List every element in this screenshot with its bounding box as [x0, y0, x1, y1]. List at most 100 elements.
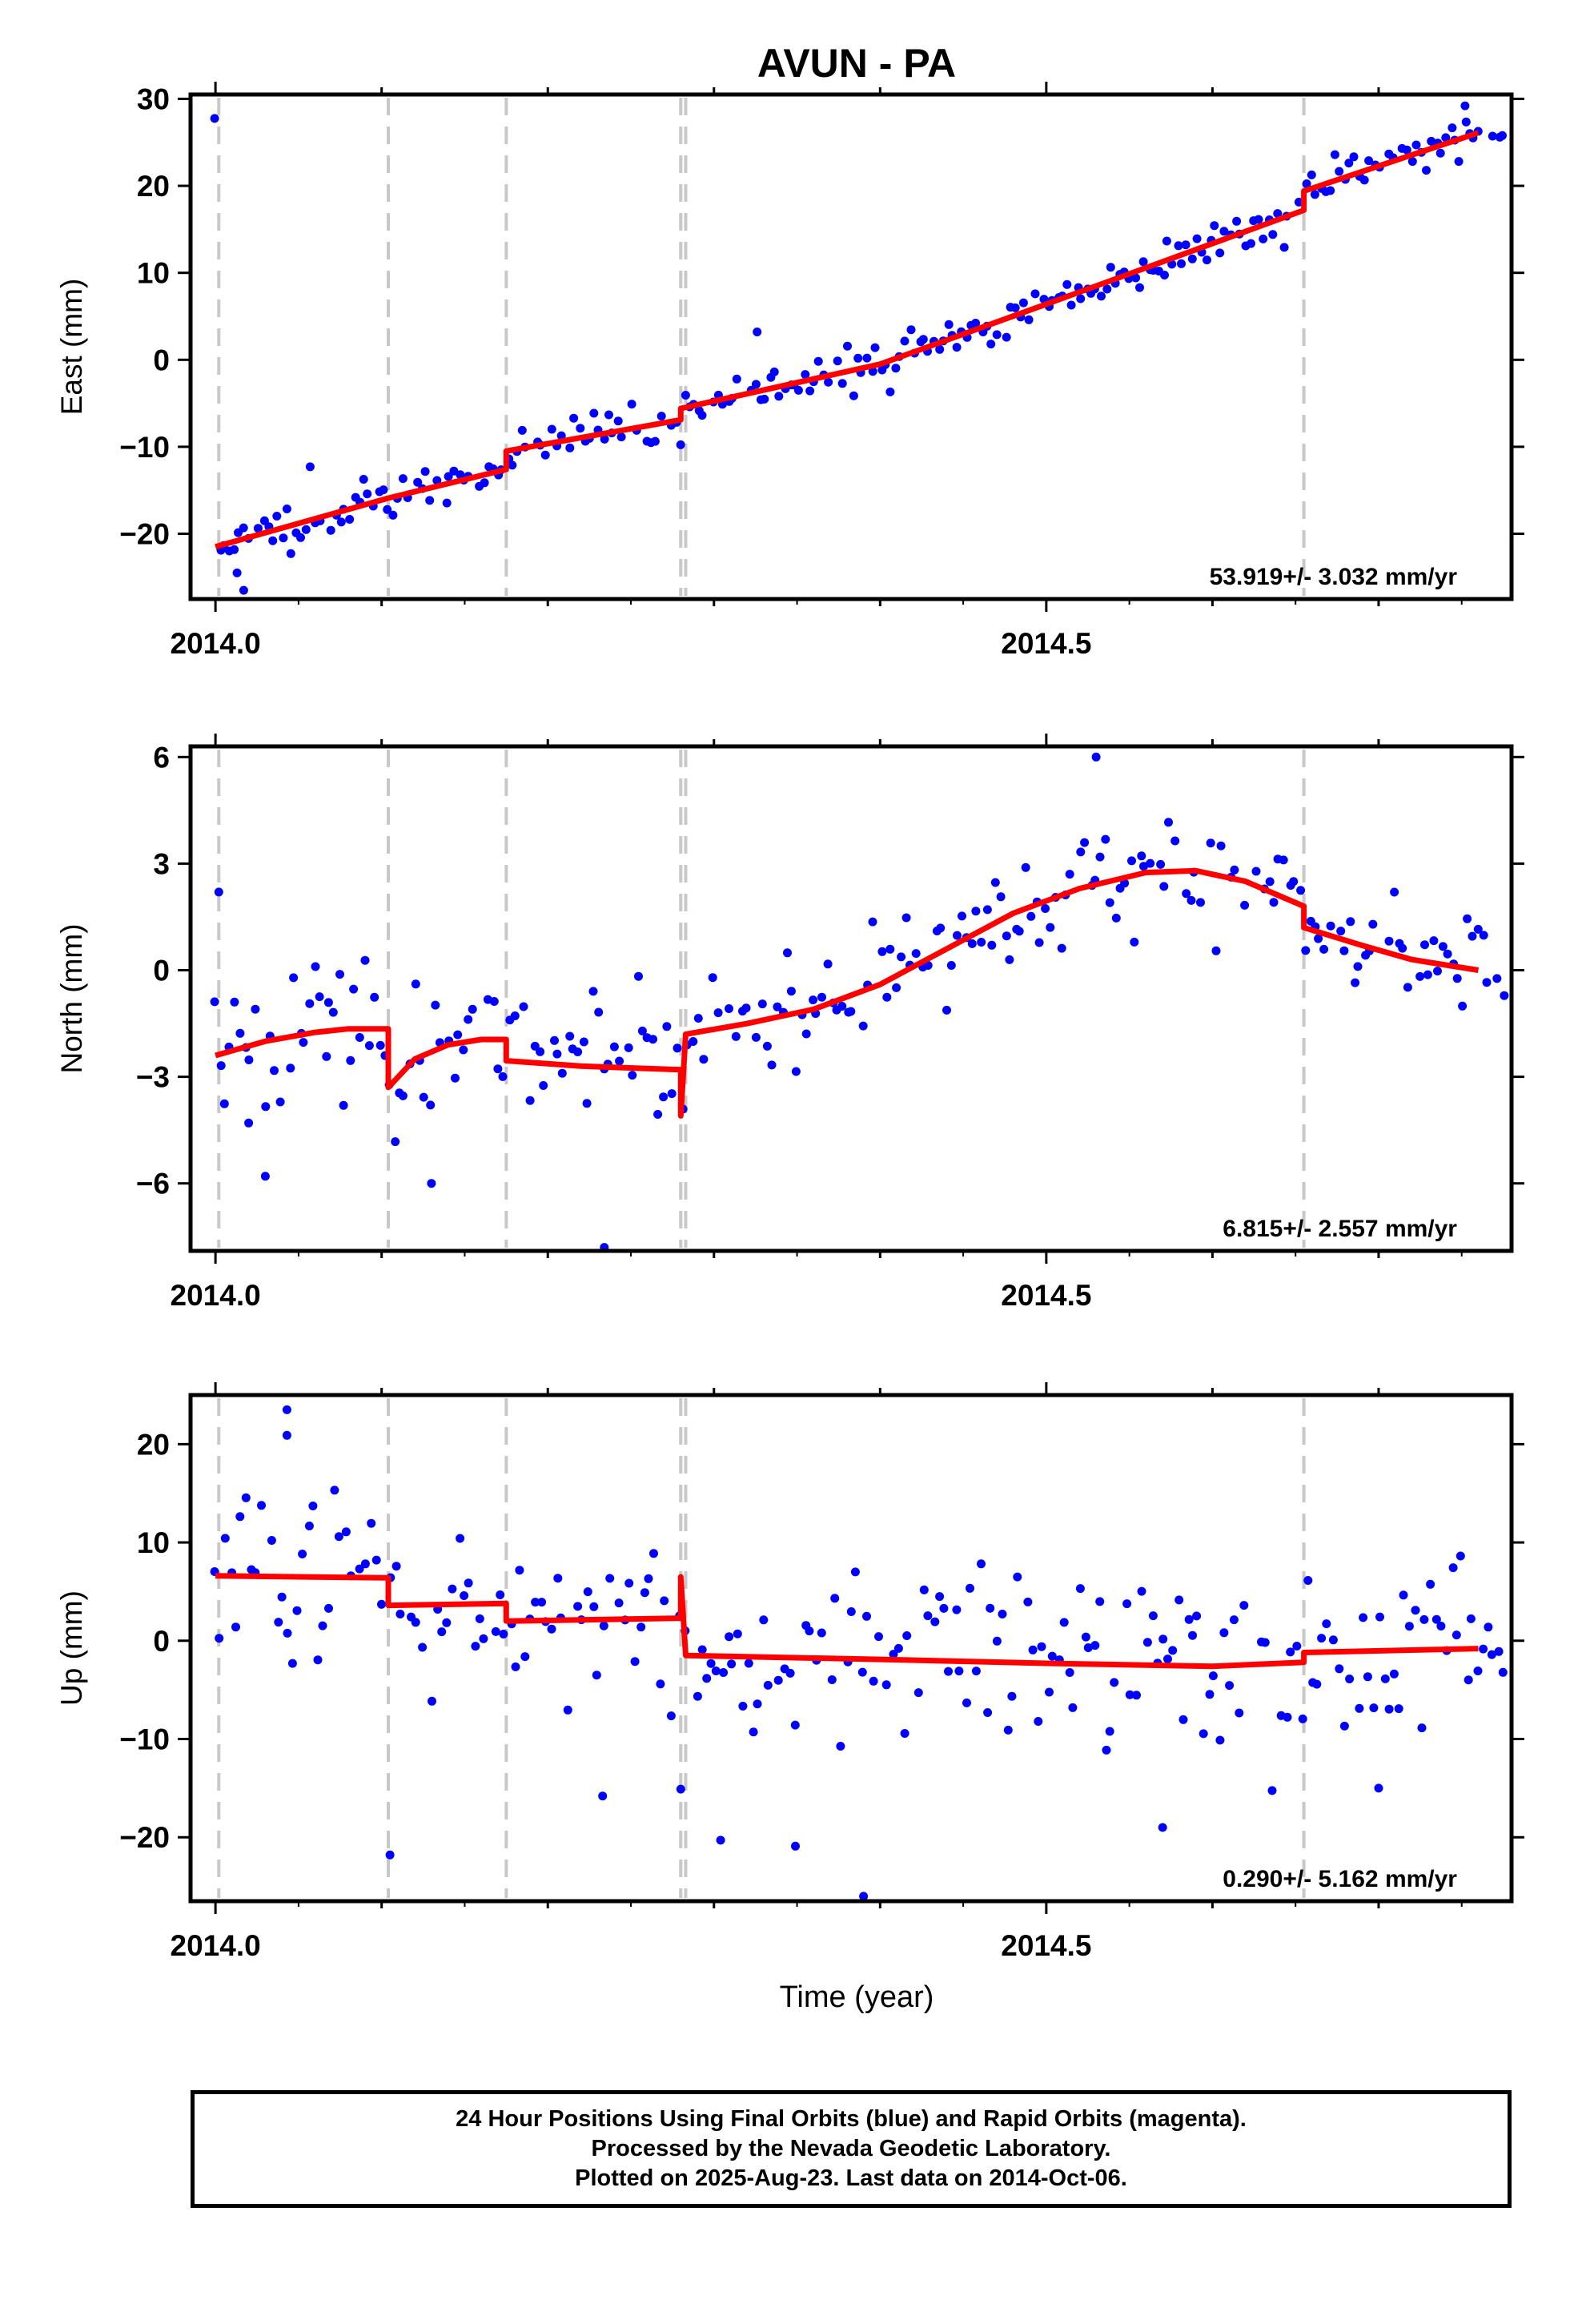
data-point: [244, 1118, 254, 1128]
y-tick-label: −10: [119, 431, 170, 464]
data-point: [239, 523, 248, 533]
data-point: [451, 1073, 460, 1083]
data-point: [1286, 1647, 1295, 1657]
data-point: [274, 1618, 283, 1627]
data-point: [858, 1021, 868, 1031]
data-point: [1219, 1628, 1229, 1638]
data-point: [801, 1029, 811, 1039]
data-point: [1139, 862, 1148, 871]
data-point: [901, 913, 911, 923]
data-point: [1322, 1619, 1331, 1629]
data-point: [1127, 856, 1136, 866]
data-point: [1132, 1691, 1141, 1700]
data-point: [1260, 1638, 1270, 1647]
data-point: [783, 948, 792, 958]
data-point: [614, 1598, 624, 1608]
data-point: [751, 1032, 761, 1042]
data-point: [874, 1632, 883, 1642]
data-point: [791, 1841, 800, 1851]
data-point: [1473, 1667, 1483, 1675]
data-point: [913, 1688, 923, 1698]
data-point: [335, 970, 344, 979]
data-point: [1339, 1721, 1349, 1731]
data-point: [1452, 974, 1462, 983]
data-point: [428, 1696, 436, 1706]
data-point: [1192, 234, 1202, 243]
data-point: [1259, 234, 1268, 243]
data-point: [563, 1705, 572, 1715]
data-point: [935, 1592, 945, 1602]
data-point: [849, 391, 858, 400]
data-point: [391, 1562, 401, 1571]
data-point: [725, 1632, 734, 1642]
data-point: [868, 367, 877, 376]
data-point: [624, 1578, 634, 1588]
data-point: [1426, 1579, 1435, 1589]
data-point: [1229, 1615, 1239, 1625]
data-point: [383, 505, 392, 514]
data-point: [862, 353, 872, 363]
data-point: [1336, 927, 1346, 936]
data-point: [519, 1002, 528, 1011]
data-point: [493, 1064, 503, 1074]
data-point: [801, 370, 810, 380]
data-point: [1005, 955, 1014, 964]
data-point: [1095, 852, 1105, 862]
data-point: [946, 961, 956, 970]
data-point: [432, 476, 442, 485]
data-point: [244, 1055, 254, 1064]
data-point: [773, 1002, 782, 1011]
data-point: [1102, 284, 1112, 294]
data-point: [1415, 971, 1425, 981]
data-point: [517, 425, 527, 435]
data-point: [809, 995, 818, 1005]
data-point: [942, 1005, 951, 1015]
data-point: [241, 1493, 251, 1502]
data-point: [716, 1835, 725, 1845]
data-point: [843, 341, 852, 351]
data-point: [251, 1004, 260, 1014]
data-point: [589, 1602, 599, 1611]
data-point: [456, 1534, 465, 1543]
data-point: [791, 1067, 801, 1076]
data-point: [345, 515, 355, 524]
data-point: [1407, 157, 1417, 167]
data-point: [767, 1060, 777, 1070]
data-point: [749, 1727, 758, 1737]
data-point: [419, 1092, 428, 1102]
data-point: [850, 1567, 860, 1577]
data-point: [1101, 834, 1110, 844]
data-point: [1443, 949, 1452, 959]
data-point: [540, 450, 550, 460]
data-point: [520, 1652, 530, 1662]
data-point: [881, 1680, 891, 1690]
data-point: [324, 1603, 333, 1613]
data-point: [1310, 190, 1319, 199]
data-point: [1492, 974, 1502, 983]
data-point: [624, 1043, 633, 1052]
footer-line-2: Processed by the Nevada Geodetic Laborat…: [591, 2136, 1111, 2161]
data-point: [953, 931, 962, 940]
data-point: [1301, 946, 1311, 955]
data-point: [785, 1668, 795, 1678]
data-point: [385, 1850, 395, 1860]
data-point: [1298, 1714, 1307, 1723]
data-point: [363, 489, 372, 499]
data-point: [510, 1011, 520, 1020]
data-point: [1065, 1668, 1074, 1677]
data-point: [1168, 1646, 1178, 1655]
data-point: [210, 997, 219, 1007]
data-point: [1135, 283, 1144, 292]
y-tick-label: −6: [136, 1168, 170, 1200]
data-point: [962, 1698, 971, 1707]
data-point: [637, 1026, 647, 1035]
data-point: [398, 474, 408, 484]
data-point: [531, 1598, 540, 1607]
data-point: [944, 1667, 953, 1676]
data-point: [990, 878, 1000, 887]
data-point: [557, 1068, 567, 1078]
y-axis-label: North (mm): [55, 923, 88, 1073]
velocity-label: 53.919+/- 3.032 mm/yr: [1210, 564, 1458, 590]
data-point: [459, 1045, 468, 1055]
data-point: [1419, 1614, 1429, 1624]
